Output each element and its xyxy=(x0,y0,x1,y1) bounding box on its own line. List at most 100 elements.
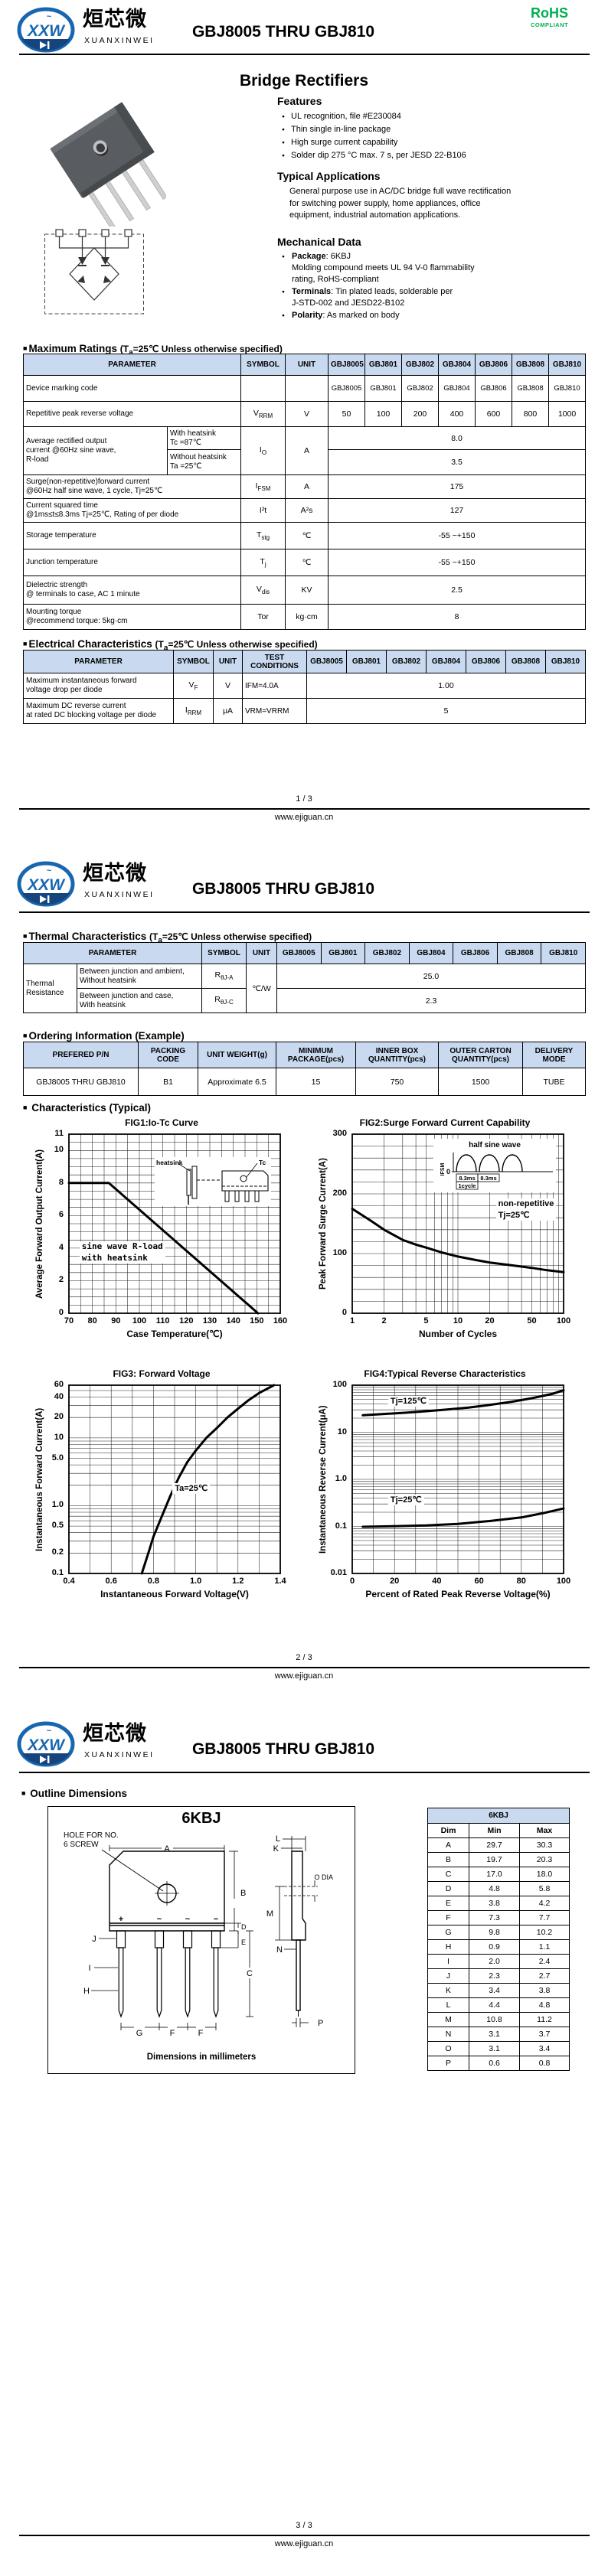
y-tick-label: 100 xyxy=(332,1248,347,1257)
electrical-title: ■ Electrical Characteristics (Ta=25℃ Unle… xyxy=(23,638,318,653)
param-subcell: Without heatsink Ta =25℃ xyxy=(167,449,241,475)
package-name: 6KBJ xyxy=(181,1810,221,1827)
y-tick-label: 0.2 xyxy=(51,1547,64,1557)
unit-cell: V xyxy=(213,673,243,699)
ordering-title: ■ Ordering Information (Example) xyxy=(23,1030,185,1042)
x-axis-label: Instantaneous Forward Voltage(V) xyxy=(100,1589,249,1599)
param-cell: Dielectric strength @ terminals to case,… xyxy=(23,576,241,605)
dimension-row: I 2.0 2.4 xyxy=(427,1954,570,1969)
dim-label-f: F xyxy=(170,2029,175,2038)
feature-item: Thin single in-line package xyxy=(282,123,595,136)
max-cell: 1.1 xyxy=(519,1939,570,1955)
col-unit: UNIT xyxy=(213,650,243,673)
table-header-row: PARAMETER SYMBOL UNIT GBJ8005 GBJ801 GBJ80… xyxy=(23,354,586,376)
dims-pkg-header: 6KBJ xyxy=(427,1808,570,1824)
x-tick-label: 1.4 xyxy=(274,1577,286,1586)
y-tick-label: 0.1 xyxy=(335,1521,347,1531)
table-row-vdis: Dielectric strength @ terminals to case,… xyxy=(23,576,586,605)
dimension-row: B 19.7 20.3 xyxy=(427,1852,570,1867)
x-tick-label: 160 xyxy=(273,1316,288,1325)
value-cell: 100 xyxy=(364,401,402,427)
x-tick-label: 100 xyxy=(556,1316,571,1325)
y-axis-label: Instantaneous Reverse Current(μA) xyxy=(319,1405,328,1554)
applications-text: General purpose use in AC/DC bridge full… xyxy=(289,187,512,220)
inset-heatsink-label: heatsink xyxy=(156,1159,183,1166)
dimension-row: F 7.3 7.7 xyxy=(427,1910,570,1925)
x-tick-label: 1.2 xyxy=(232,1577,244,1586)
x-tick-label: 10 xyxy=(453,1316,463,1325)
mechanical-item-label: Package xyxy=(292,252,326,261)
param-cell: Surge(non-repetitive)forward current @60… xyxy=(23,474,241,499)
min-cell: 29.7 xyxy=(469,1837,520,1853)
value-cell: GBJ806 xyxy=(475,375,512,402)
table-row-irrm: Maximum DC reverse current at rated DC b… xyxy=(23,698,586,724)
min-cell: 9.8 xyxy=(469,1925,520,1940)
brand-name-en: XUANXINWEI xyxy=(84,36,155,45)
unit-cell: ℃ xyxy=(285,522,329,549)
max-ratings-table: PARAMETER SYMBOL UNIT GBJ8005 GBJ801 GBJ80… xyxy=(23,354,586,630)
brand-name-cn: 烜芯微 xyxy=(83,8,147,31)
min-cell: 0.9 xyxy=(469,1939,520,1955)
dim-label-m: M xyxy=(266,1909,273,1919)
value-cell: GBJ808 xyxy=(512,375,549,402)
table-row-io-noheatsink: Without heatsink Ta =25℃ 3.5 xyxy=(24,449,586,475)
unit-cell xyxy=(285,375,329,402)
chart-annotation: Tj=25℃ xyxy=(387,1494,424,1505)
header-rule xyxy=(19,1772,590,1773)
param-cell: Mounting torque @recommend torque: 5kg·c… xyxy=(23,604,241,630)
dim-cell: E xyxy=(427,1896,469,1911)
dim-label-d: D xyxy=(241,1923,247,1931)
x-tick-label: 130 xyxy=(202,1316,217,1325)
dim-cell: B xyxy=(427,1852,469,1867)
dim-cell: O xyxy=(427,2041,469,2056)
min-cell: 7.3 xyxy=(469,1910,520,1925)
dimensions-caption: Dimensions in millimeters xyxy=(147,2053,257,2062)
y-axis-label: Instantaneous Forward Current(A) xyxy=(35,1407,44,1551)
hole-note-line1: HOLE FOR NO. xyxy=(64,1831,119,1840)
col-parameter: PARAMETER xyxy=(23,650,174,673)
dim-label-c: C xyxy=(247,1969,253,1978)
ordering-value-cell: Approximate 6.5 xyxy=(198,1068,276,1096)
x-tick-label: 0.8 xyxy=(147,1577,160,1586)
table-row-ifsm: Surge(non-repetitive)forward current @60… xyxy=(23,474,586,499)
col-parameter: PARAMETER xyxy=(23,354,241,376)
dim-cell: C xyxy=(427,1867,469,1882)
min-cell: 2.3 xyxy=(469,1968,520,1984)
fig3-forward-voltage-chart: FIG3: Forward Voltage 0.4 0.6 0.8 1.0 1.2 1.4 0… xyxy=(34,1367,289,1607)
unit-cell: kg·cm xyxy=(285,604,329,630)
x-tick-label: 0.6 xyxy=(105,1577,117,1586)
param-cell: Between junction and case, With heatsink xyxy=(77,988,202,1013)
mechanical-item-label: Terminals xyxy=(292,287,332,296)
min-cell: 4.8 xyxy=(469,1881,520,1896)
outline-title-text: Outline Dimensions xyxy=(30,1788,127,1799)
value-cell: 800 xyxy=(512,401,549,427)
symbol-cell: IO xyxy=(240,426,286,475)
param-cell: Device marking code xyxy=(23,375,241,402)
inset-83ms-label: 8.3ms xyxy=(459,1175,475,1182)
dim-cell: A xyxy=(427,1837,469,1853)
value-cell: GBJ802 xyxy=(401,375,439,402)
y-tick-label: 4 xyxy=(58,1242,64,1252)
col-test-conditions: TEST CONDITIONS xyxy=(242,650,307,673)
col-device: GBJ810 xyxy=(548,354,586,376)
outline-drawing: 6KBJ HOLE FOR NO. 6 SCREW + ~ ~ − xyxy=(47,1806,355,2074)
col-device: GBJ801 xyxy=(346,650,387,673)
x-tick-label: 40 xyxy=(432,1577,442,1586)
x-axis-label: Case Temperature(℃) xyxy=(126,1329,223,1339)
x-tick-label: 20 xyxy=(390,1577,400,1586)
dim-cell: D xyxy=(427,1881,469,1896)
ordering-value-cell: TUBE xyxy=(522,1068,586,1096)
y-tick-label: 11 xyxy=(54,1129,64,1138)
table-header-row: PARAMETER SYMBOL UNIT GBJ8005 GBJ801 GBJ80… xyxy=(23,942,586,964)
rohs-badge: RoHS COMPLIANT xyxy=(531,6,600,28)
value-cell: 175 xyxy=(328,474,586,499)
max-cell: 4.8 xyxy=(519,1997,570,2013)
col-parameter: PARAMETER xyxy=(23,942,202,964)
dims-col-min: Min xyxy=(469,1823,520,1838)
dimension-row: A 29.7 30.3 xyxy=(427,1837,570,1853)
table-row-vf: Maximum instantaneous forward voltage dr… xyxy=(23,673,586,699)
col-symbol: SYMBOL xyxy=(201,942,247,964)
y-tick-label: 5.0 xyxy=(51,1453,64,1462)
max-cell: 20.3 xyxy=(519,1852,570,1867)
